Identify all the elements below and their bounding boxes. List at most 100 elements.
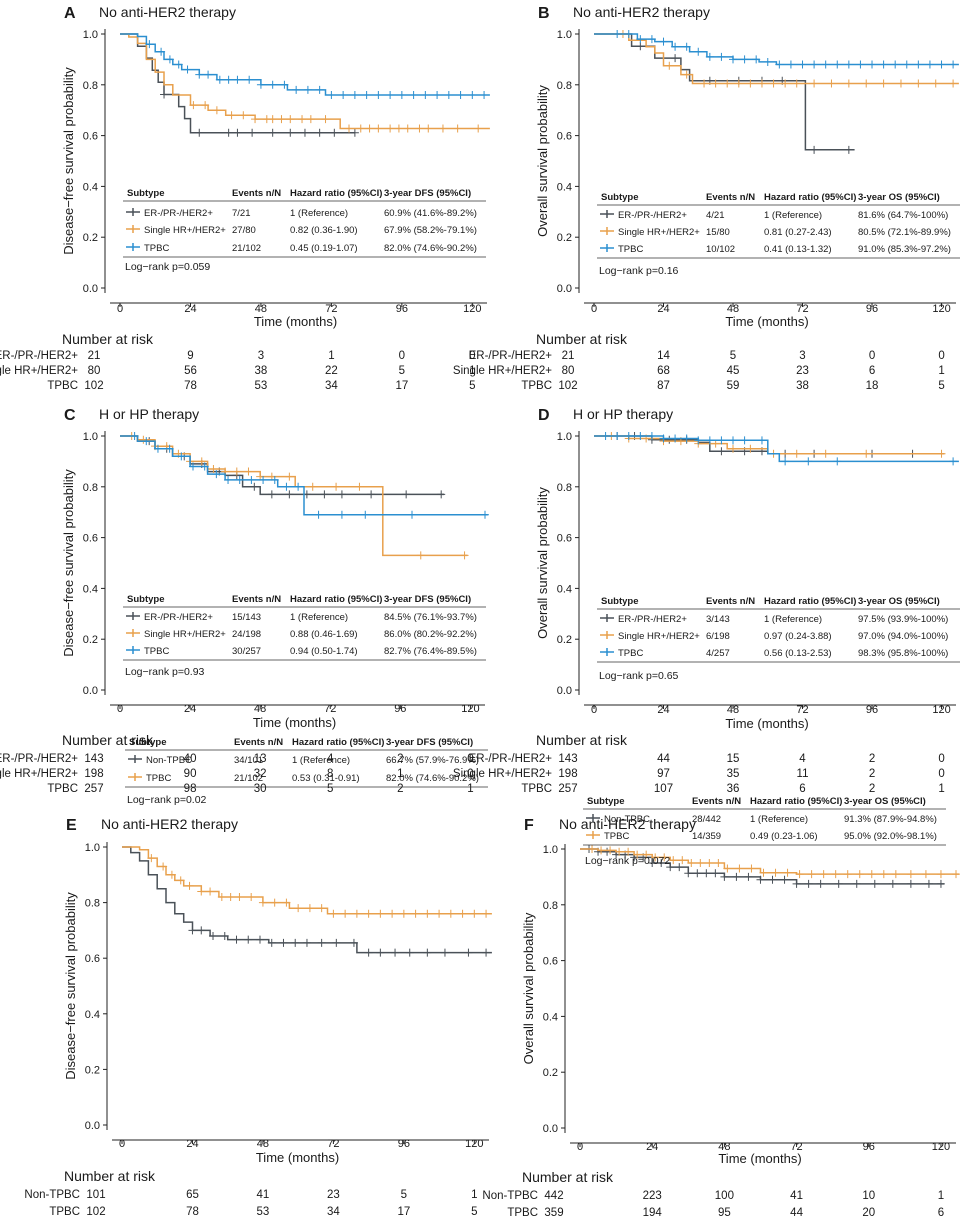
censor-mark — [481, 510, 489, 519]
risk-row-label: TPBC — [521, 380, 552, 392]
table-cell: 30/257 — [232, 646, 261, 657]
censor-mark — [660, 853, 669, 862]
table-cell: 91.3% (87.9%-94.8%) — [844, 814, 937, 825]
risk-count: 2 — [869, 768, 875, 780]
censor-mark — [142, 437, 151, 446]
table-cell: 21/102 — [234, 773, 263, 784]
risk-table-title: Number at risk — [522, 1169, 614, 1185]
risk-count: 95 — [718, 1207, 731, 1218]
censor-mark — [376, 948, 385, 957]
censor-mark — [435, 909, 444, 918]
x-axis-label: Time (months) — [253, 715, 336, 730]
risk-count: 1 — [469, 365, 475, 377]
y-tick-label: 0.0 — [83, 685, 98, 697]
risk-table-title: Number at risk — [536, 331, 628, 347]
x-tick-label: 120 — [932, 303, 950, 315]
censor-mark — [921, 870, 930, 879]
censor-mark — [669, 856, 678, 865]
censor-mark — [350, 128, 359, 137]
censor-mark — [729, 444, 738, 453]
table-cell: 67.9% (58.2%-79.1%) — [384, 225, 477, 236]
censor-mark — [606, 846, 615, 855]
x-tick-label: 24 — [646, 1141, 658, 1153]
legend-key — [128, 755, 142, 763]
logrank-pvalue: Log−rank p=0.072 — [585, 855, 670, 867]
y-tick-label: 0.6 — [85, 953, 100, 965]
risk-row-label: TPBC — [47, 783, 78, 795]
panel-label: B — [538, 5, 550, 22]
risk-count: 35 — [727, 768, 740, 780]
censor-mark — [925, 60, 934, 69]
censor-mark — [317, 904, 326, 913]
table-cell: 1 (Reference) — [764, 210, 822, 221]
table-cell: 60.9% (41.6%-89.2%) — [384, 208, 477, 219]
table-cell: 0.97 (0.24-3.88) — [764, 631, 832, 642]
risk-row-label: ER-/PR-/HER2+ — [469, 350, 553, 362]
censor-mark — [891, 870, 900, 879]
risk-count: 41 — [790, 1190, 803, 1202]
km-curve-single-hr-her2- — [120, 33, 490, 130]
panel-A: A No anti-HER2 therapy 0.0 0.2 0.4 0.6 0.8 1.0 0… — [0, 4, 490, 392]
censor-mark — [339, 90, 348, 99]
censor-mark — [775, 60, 784, 69]
risk-count: 21 — [562, 350, 575, 362]
censor-mark — [891, 60, 900, 69]
censor-mark — [740, 436, 749, 445]
y-tick-label: 0.2 — [83, 634, 98, 646]
censor-mark — [279, 938, 288, 947]
x-tick-label: 96 — [866, 303, 878, 315]
censor-mark — [232, 935, 241, 944]
censor-mark — [687, 858, 696, 867]
censor-mark — [226, 893, 235, 902]
censor-mark — [833, 457, 842, 466]
table-cell: 28/442 — [692, 814, 721, 825]
table-header: Subtype — [129, 737, 166, 748]
censor-mark — [415, 124, 424, 133]
risk-count: 17 — [397, 1206, 410, 1218]
risk-table-title: Number at risk — [64, 1168, 156, 1184]
censor-mark — [255, 935, 264, 944]
risk-count: 0 — [938, 768, 944, 780]
risk-count: 143 — [84, 753, 103, 765]
censor-mark — [671, 434, 680, 443]
x-tick-label: 48 — [727, 303, 739, 315]
censor-mark — [821, 60, 830, 69]
censor-mark — [233, 128, 242, 137]
risk-count: 107 — [654, 783, 673, 795]
risk-count: 97 — [657, 768, 670, 780]
y-axis-label: Disease−free survival probability — [61, 67, 76, 255]
censor-mark — [212, 106, 221, 115]
censor-mark — [705, 436, 714, 445]
censor-mark — [361, 510, 370, 519]
risk-count: 40 — [184, 753, 197, 765]
censor-mark — [411, 909, 420, 918]
table-header: 3-year DFS (95%CI) — [384, 188, 471, 199]
censor-mark — [209, 465, 218, 474]
legend-key — [128, 773, 142, 781]
censor-mark — [386, 124, 395, 133]
censor-mark — [337, 510, 346, 519]
table-cell: Non-TPBC — [146, 755, 192, 766]
censor-mark — [482, 909, 491, 918]
table-header: Events n/N — [234, 737, 283, 748]
legend-key — [600, 210, 614, 218]
censor-mark — [856, 60, 865, 69]
panel-F: F No anti-HER2 therapy0.00.20.40.60.81.00… — [482, 796, 960, 1218]
censor-mark — [831, 870, 840, 879]
censor-mark — [588, 845, 597, 853]
censor-mark — [636, 35, 645, 44]
risk-count: 5 — [469, 380, 475, 392]
x-tick-label: 72 — [796, 303, 808, 315]
risk-table-title: Number at risk — [536, 732, 628, 748]
risk-row-label: TPBC — [507, 1207, 538, 1218]
x-tick-label: 0 — [117, 303, 123, 315]
panel-title: No anti-HER2 therapy — [99, 4, 236, 20]
x-tick-label: 48 — [718, 1141, 730, 1153]
censor-mark — [844, 60, 853, 69]
censor-mark — [365, 124, 374, 133]
x-tick-label: 96 — [398, 1138, 410, 1150]
censor-mark — [647, 35, 656, 44]
censor-mark — [286, 128, 295, 137]
table-cell: 0.94 (0.50-1.74) — [290, 646, 358, 657]
risk-row-label: Single HR+/HER2+ — [453, 365, 552, 377]
